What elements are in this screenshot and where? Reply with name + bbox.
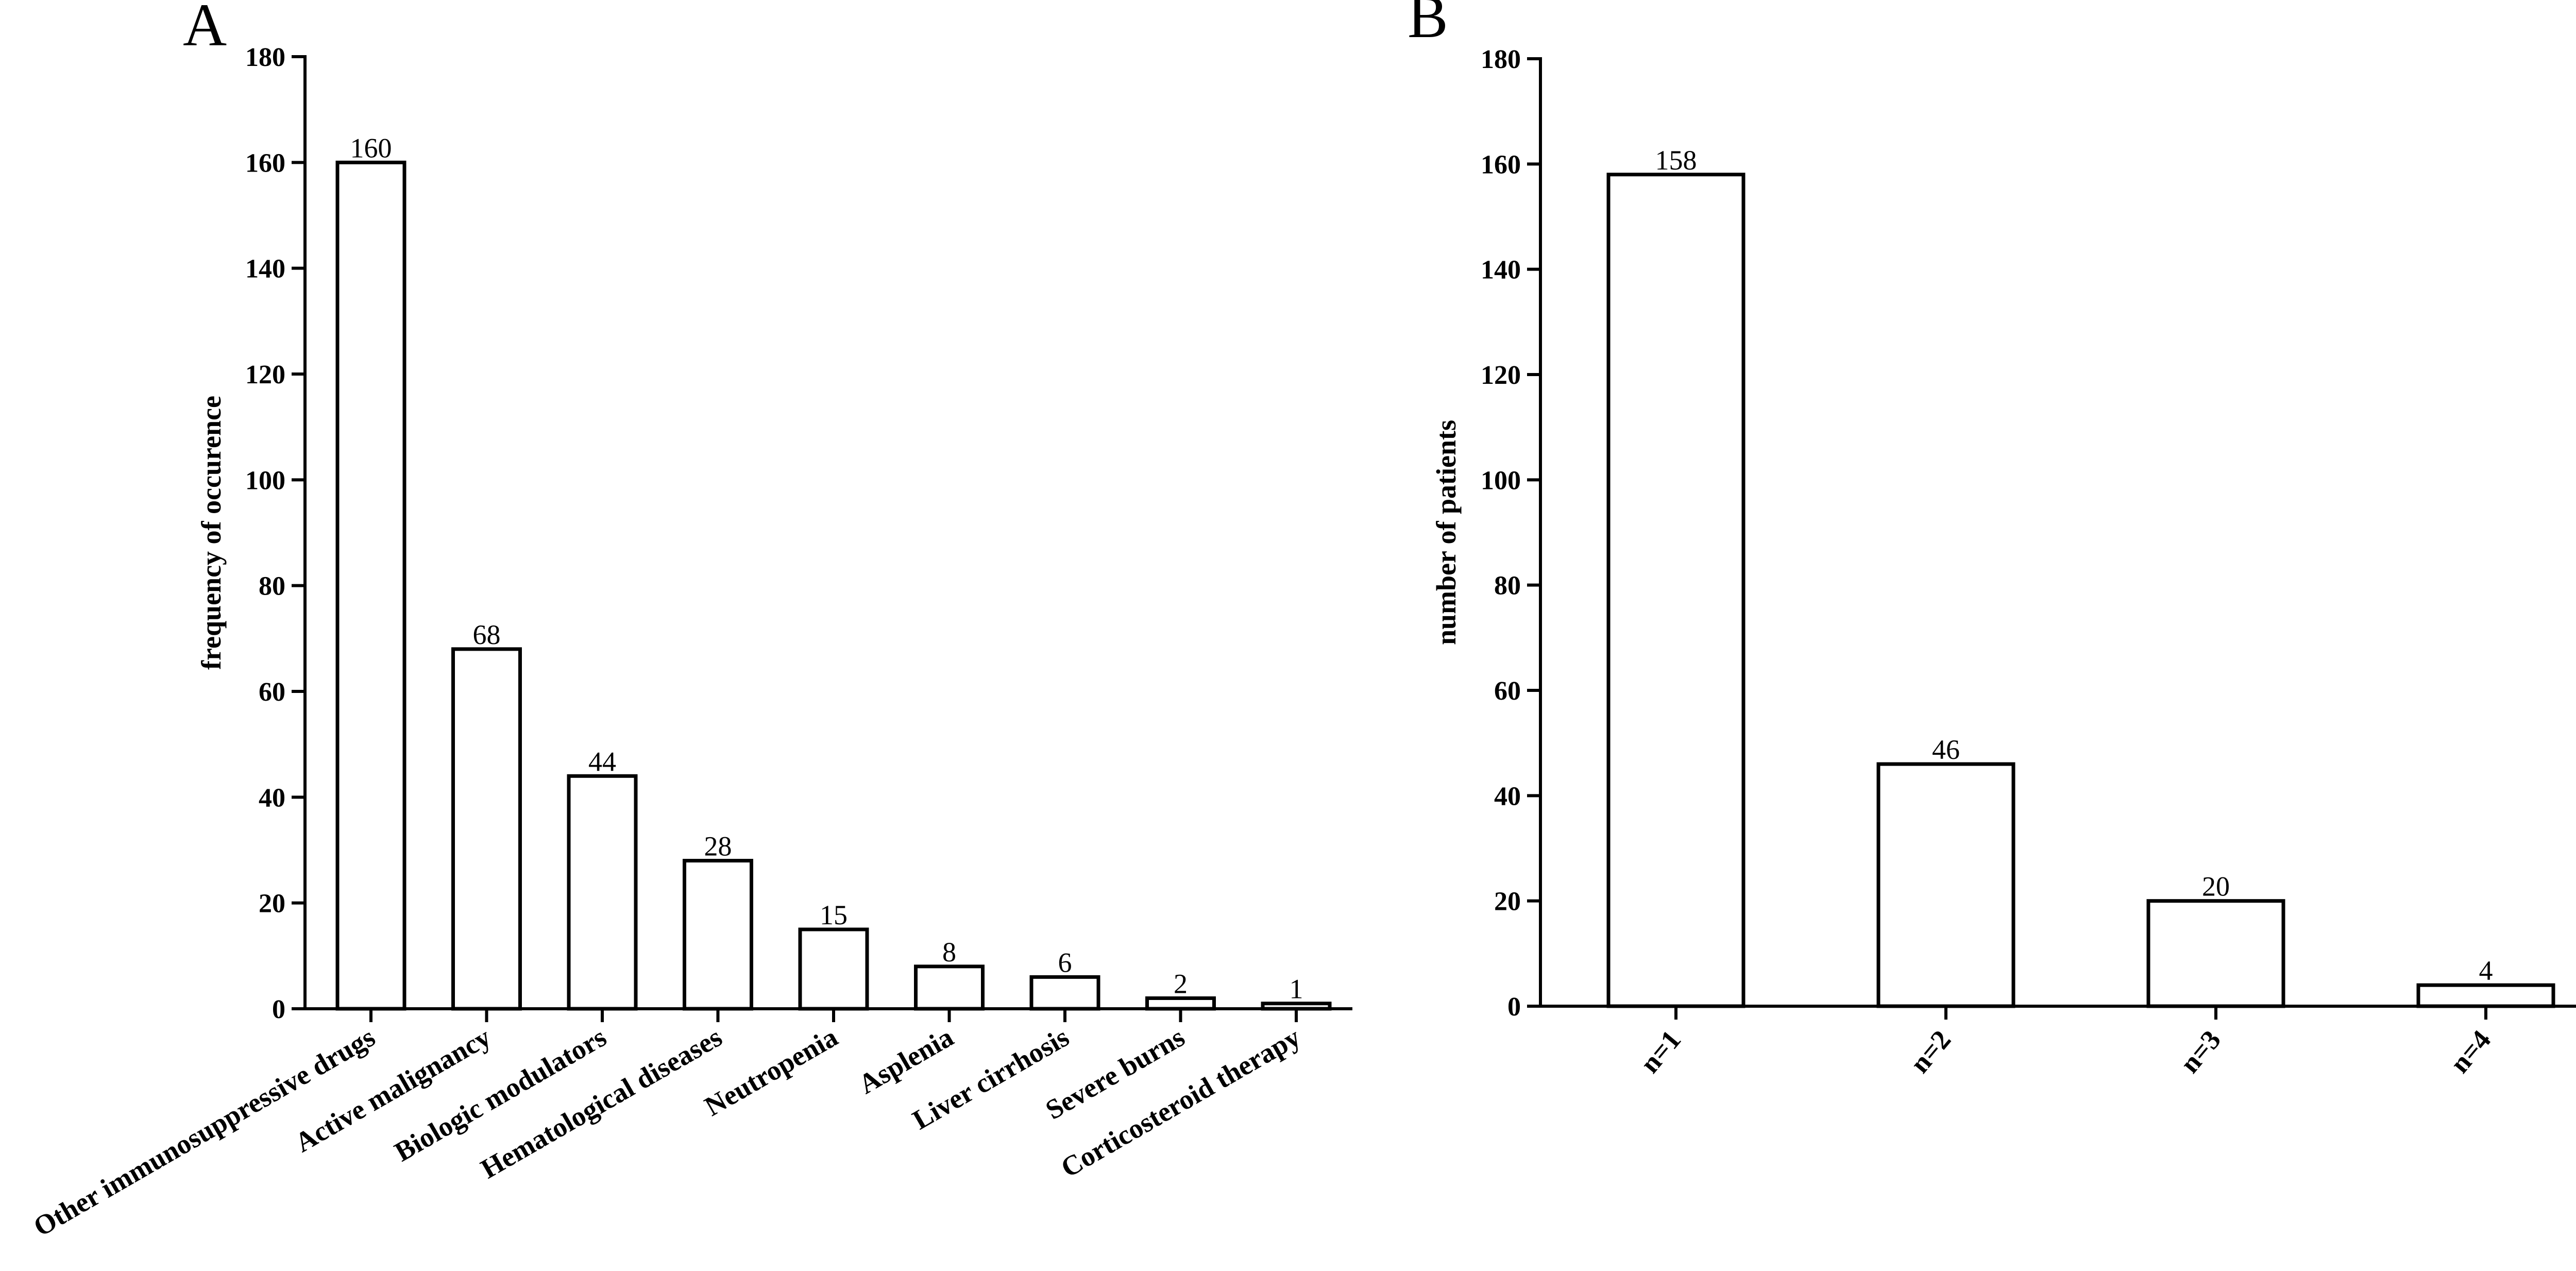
panel-b-y-tick-label: 160 [1481,150,1521,179]
panel-a-bar [451,647,522,1011]
panel-a-letter: A [183,0,227,59]
panel-a-y-tick-label: 40 [259,783,285,812]
panel-a-value-label: 6 [1058,947,1072,978]
panel-b-category-label: n=1 [1634,1024,1687,1079]
panel-b-y-tick-label: 60 [1494,676,1521,706]
panel-b-value-label: 20 [2202,871,2230,902]
panel-a-y-tick-label: 140 [245,255,285,284]
panel-b-bar [2146,899,2285,1008]
panel-a-y-tick-label: 0 [272,995,285,1024]
panel-a-value-label: 15 [820,900,848,930]
panel-b-bar [2416,983,2555,1008]
panel-b-y-tick-label: 100 [1481,466,1521,495]
panel-a-y-tick-label: 160 [245,148,285,178]
panel-b-value-label: 46 [1932,734,1960,765]
panel-b-y-tick-label: 140 [1481,256,1521,285]
panel-b-y-tick-label: 120 [1481,361,1521,390]
panel-a-y-axis-title: frequency of occurence [196,396,227,670]
panel-a-bar [1145,996,1216,1011]
panel-b-y-tick-label: 20 [1494,887,1521,917]
panel-b-value-label: 158 [1655,145,1697,176]
panel-b-letter: B [1408,0,1448,50]
panel-b-y-axis-title: number of patients [1431,420,1462,645]
panel-a-value-label: 8 [942,937,956,968]
panel-a-y-tick-label: 100 [245,466,285,495]
panel-a-value-label: 1 [1290,974,1303,1005]
panel-b-bar [1876,762,2015,1008]
panel-a-bar [798,927,869,1011]
panel-a-bar [914,964,985,1011]
panel-b-y-tick-label: 80 [1494,571,1521,601]
panel-a-bar [335,160,406,1011]
panel-a-y-tick-label: 60 [259,677,285,707]
panel-a-value-label: 44 [588,746,616,777]
panel-b-y-tick-label: 180 [1481,45,1521,74]
panel-a-category-label: Active malignancy [290,1021,496,1158]
panel-a-y-tick-label: 80 [259,572,285,601]
panel-b-chart: B 0 20 40 60 80 100 120 140 160 180 number of patie… [1408,0,2576,1079]
panel-a-value-label: 2 [1174,968,1188,999]
panel-b-y-tick-label: 0 [1507,992,1521,1022]
panel-a-bar [567,774,638,1011]
panel-a-chart: A 0 20 40 60 80 100 120 140 160 180 frequency of oc… [28,0,1352,1242]
panel-b-category-label: n=4 [2444,1024,2497,1079]
panel-a-value-label: 68 [473,619,501,650]
panel-a-value-label: 28 [704,831,732,862]
panel-a-y-tick-label: 20 [259,889,285,919]
panel-a-y-tick-label: 120 [245,360,285,389]
panel-a-bar [683,859,753,1011]
panel-a-value-label: 160 [350,132,392,163]
panel-b-value-label: 4 [2479,955,2493,986]
panel-b-bar [1606,173,1745,1008]
panel-b-category-label: n=3 [2174,1024,2227,1079]
panel-b-y-tick-label: 40 [1494,782,1521,811]
panel-b-category-label: n=2 [1904,1024,1957,1079]
panel-a-bar [1029,975,1100,1011]
panel-a-y-tick-label: 180 [245,43,285,72]
panel-a-category-label: Neutropenia [699,1021,843,1122]
